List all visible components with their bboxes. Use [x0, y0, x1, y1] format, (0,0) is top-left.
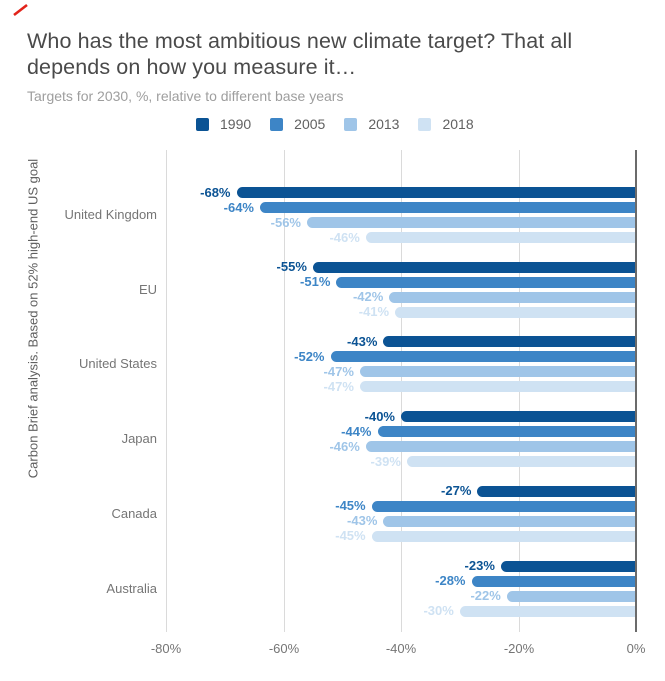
bar-value-label-australia-2018: -30% [423, 603, 454, 618]
gridline--80 [166, 150, 167, 632]
bar-united-kingdom-2005 [260, 202, 636, 213]
x-tick-label--80: -80% [150, 641, 182, 656]
legend-swatch-2013 [344, 117, 358, 131]
legend: 1990 2005 2013 2018 [196, 116, 474, 132]
bar-united-kingdom-2013 [307, 217, 636, 228]
bar-value-label-australia-2005: -28% [435, 573, 466, 588]
legend-label-2005: 2005 [294, 116, 326, 132]
category-label-canada: Canada [111, 505, 157, 521]
legend-entry-2018: 2018 [418, 116, 474, 132]
bar-japan-1990 [401, 411, 636, 423]
bar-value-label-canada-2018: -45% [335, 528, 366, 544]
bar-value-label-canada-2005: -45% [335, 498, 366, 514]
legend-entry-2013: 2013 [344, 116, 399, 132]
bar-value-label-japan-2005: -44% [341, 423, 372, 439]
x-tick-label--20: -20% [503, 641, 535, 656]
legend-swatch-2005 [270, 117, 284, 131]
legend-label-2013: 2013 [368, 116, 400, 132]
legend-swatch-1990 [196, 117, 209, 131]
bar-value-label-canada-2013: -43% [347, 513, 378, 529]
bar-value-label-united-kingdom-2013: -56% [270, 214, 301, 230]
bar-value-label-united-states-2018: -47% [323, 378, 354, 394]
category-label-australia: Australia [106, 580, 157, 596]
bar-canada-2013 [383, 515, 636, 527]
category-label-united-states: United States [78, 356, 157, 372]
category-label-japan: Japan [121, 431, 157, 447]
chart-subtitle: Targets for 2030, %, relative to differe… [27, 88, 344, 104]
legend-entry-2005: 2005 [270, 116, 325, 132]
bar-united-kingdom-2018 [365, 232, 637, 243]
bar-australia-2005 [471, 575, 636, 587]
chart-title: Who has the most ambitious new climate t… [27, 29, 573, 79]
bar-value-label-eu-2013: -42% [352, 289, 384, 305]
legend-entry-1990: 1990 [196, 116, 251, 132]
bar-united-states-2018 [359, 381, 636, 393]
bar-value-label-united-kingdom-2005: -64% [223, 199, 254, 215]
carbon-brief-slash-icon [13, 3, 28, 17]
bar-eu-2013 [389, 291, 637, 303]
bar-value-label-japan-1990: -40% [364, 408, 395, 424]
x-tick-label-0: 0% [626, 641, 646, 656]
bar-value-label-united-kingdom-2018: -46% [329, 229, 360, 245]
bar-united-states-2013 [359, 366, 636, 378]
bar-japan-2018 [406, 456, 636, 468]
bar-japan-2013 [365, 441, 637, 453]
bar-eu-1990 [312, 261, 636, 273]
legend-swatch-2018 [418, 117, 432, 131]
bar-value-label-united-states-2005: -52% [294, 348, 325, 364]
bar-value-label-eu-1990: -55% [276, 259, 307, 275]
bar-japan-2005 [377, 426, 636, 438]
x-tick-label--40: -40% [385, 641, 417, 656]
bar-canada-2005 [371, 500, 636, 512]
bar-value-label-australia-2013: -22% [470, 588, 501, 603]
bar-eu-2005 [336, 276, 636, 288]
bar-united-kingdom-1990 [236, 187, 636, 198]
bar-value-label-eu-2018: -41% [358, 304, 390, 320]
bar-australia-2013 [506, 590, 637, 602]
bar-canada-1990 [477, 485, 636, 497]
bar-value-label-japan-2018: -39% [370, 453, 401, 469]
bar-value-label-united-kingdom-1990: -68% [200, 184, 231, 200]
bar-value-label-canada-1990: -27% [441, 483, 472, 499]
category-label-united-kingdom: United Kingdom [64, 207, 158, 222]
bar-value-label-australia-1990: -23% [464, 558, 495, 573]
bar-australia-1990 [500, 560, 636, 572]
bar-value-label-united-states-1990: -43% [347, 333, 378, 349]
legend-label-2018: 2018 [442, 116, 474, 132]
bar-value-label-japan-2013: -46% [329, 438, 360, 454]
category-label-eu: EU [138, 281, 157, 297]
bar-value-label-united-states-2013: -47% [323, 363, 354, 379]
zero-axis-line [635, 150, 637, 632]
gridline--60 [284, 150, 285, 632]
legend-label-1990: 1990 [220, 116, 252, 132]
bar-united-states-2005 [330, 351, 636, 363]
bar-australia-2018 [459, 605, 637, 617]
bar-canada-2018 [371, 530, 636, 542]
bar-value-label-eu-2005: -51% [300, 274, 331, 290]
x-tick-label--60: -60% [268, 641, 300, 656]
bar-eu-2018 [395, 306, 636, 318]
bar-united-states-1990 [383, 336, 636, 348]
